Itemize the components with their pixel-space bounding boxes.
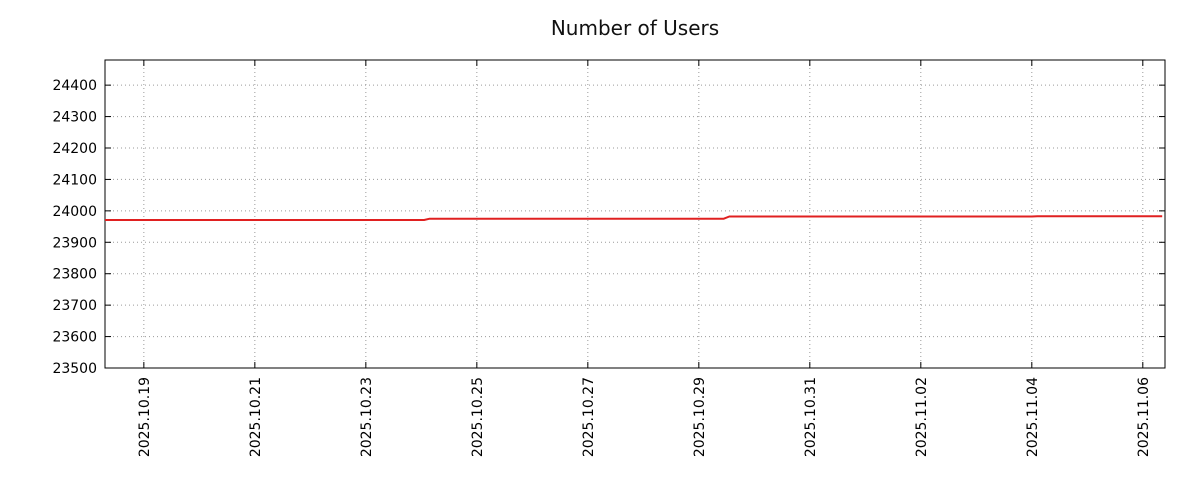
x-tick-label: 2025.10.23 xyxy=(359,377,375,457)
x-tick-label: 2025.10.21 xyxy=(248,377,264,457)
y-tick-label: 24400 xyxy=(52,78,97,94)
y-tick-label: 24300 xyxy=(52,110,97,126)
x-tick-label: 2025.11.04 xyxy=(1025,377,1041,457)
x-tick-label: 2025.10.19 xyxy=(137,377,153,457)
y-tick-label: 23700 xyxy=(52,298,97,314)
x-tick-label: 2025.11.06 xyxy=(1136,377,1152,457)
y-tick-label: 23800 xyxy=(52,267,97,283)
y-tick-label: 24100 xyxy=(52,172,97,188)
chart-title: Number of Users xyxy=(550,16,720,40)
y-tick-label: 23500 xyxy=(52,361,97,377)
x-tick-label: 2025.10.27 xyxy=(581,377,597,457)
y-tick-label: 23900 xyxy=(52,235,97,251)
series-line-users xyxy=(105,215,1163,221)
x-tick-label: 2025.10.29 xyxy=(692,377,708,457)
x-tick-label: 2025.10.31 xyxy=(803,377,819,457)
x-tick-label: 2025.11.02 xyxy=(914,377,930,457)
x-tick-label: 2025.10.25 xyxy=(470,377,486,457)
y-tick-label: 23600 xyxy=(52,330,97,346)
y-tick-label: 24000 xyxy=(52,204,97,220)
plot-border xyxy=(104,59,1166,369)
y-tick-label: 24200 xyxy=(52,141,97,157)
